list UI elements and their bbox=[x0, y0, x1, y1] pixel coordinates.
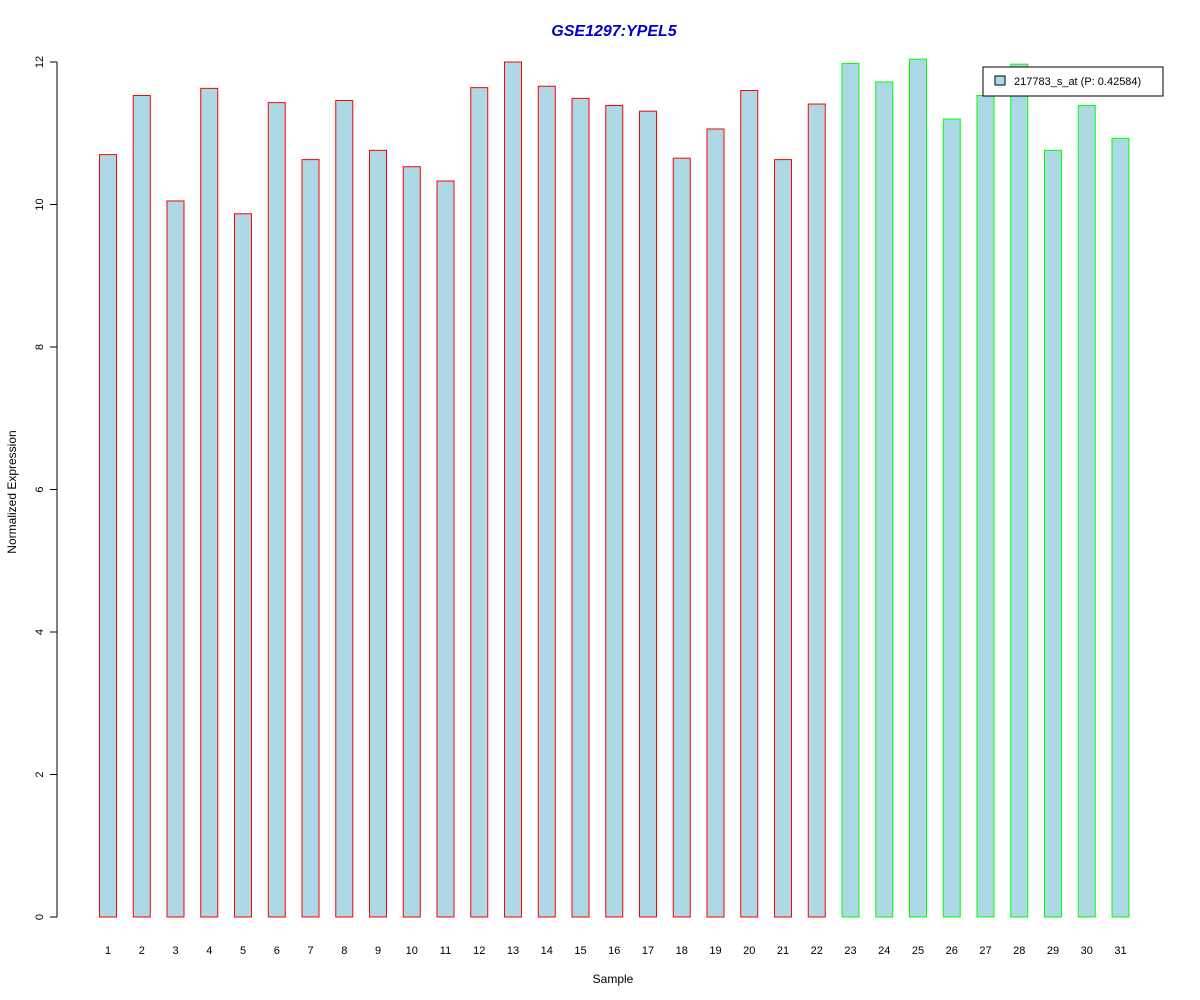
bar-sample-8 bbox=[335, 99, 354, 918]
x-tick-label: 24 bbox=[878, 945, 890, 957]
x-tick-label: 18 bbox=[676, 945, 688, 957]
legend-swatch bbox=[994, 75, 1006, 86]
bar-sample-10 bbox=[402, 166, 421, 918]
x-tick-label: 13 bbox=[507, 945, 519, 957]
bar-sample-16 bbox=[605, 104, 624, 918]
bar-sample-12 bbox=[470, 87, 489, 918]
bar-sample-4 bbox=[200, 87, 219, 918]
x-tick-label: 16 bbox=[608, 945, 620, 957]
bar-sample-23 bbox=[841, 62, 860, 918]
x-tick-label: 9 bbox=[375, 945, 381, 957]
bar-sample-30 bbox=[1077, 104, 1096, 918]
bar-sample-22 bbox=[807, 103, 826, 918]
bar-sample-15 bbox=[571, 97, 590, 918]
bar-sample-11 bbox=[436, 180, 455, 918]
bar-sample-27 bbox=[976, 94, 995, 918]
bar-sample-25 bbox=[909, 58, 927, 918]
x-tick-label: 8 bbox=[341, 945, 347, 957]
bar-sample-18 bbox=[672, 157, 691, 918]
y-tick-label: 0 bbox=[34, 914, 46, 920]
y-tick-label: 4 bbox=[34, 629, 46, 635]
bar-sample-6 bbox=[267, 102, 286, 918]
y-tick-label: 10 bbox=[34, 198, 46, 210]
x-tick-label: 4 bbox=[206, 945, 212, 957]
x-tick-label: 5 bbox=[240, 945, 246, 957]
x-tick-label: 19 bbox=[709, 945, 721, 957]
y-tick-label: 6 bbox=[34, 486, 46, 492]
legend: 217783_s_at (P: 0.42584) bbox=[982, 66, 1164, 97]
x-axis-title: Sample bbox=[593, 972, 634, 986]
x-tick-label: 1 bbox=[105, 945, 111, 957]
x-tick-label: 20 bbox=[743, 945, 755, 957]
x-tick-label: 12 bbox=[473, 945, 485, 957]
y-tick-label: 2 bbox=[34, 771, 46, 777]
y-tick-label: 12 bbox=[34, 56, 46, 68]
x-tick-label: 11 bbox=[440, 945, 451, 957]
bar-sample-24 bbox=[875, 81, 894, 918]
bar-sample-9 bbox=[369, 149, 387, 918]
x-tick-label: 31 bbox=[1114, 945, 1126, 957]
x-tick-label: 14 bbox=[541, 945, 553, 957]
bar-sample-19 bbox=[706, 128, 725, 918]
x-tick-label: 3 bbox=[172, 945, 178, 957]
x-tick-label: 17 bbox=[642, 945, 654, 957]
x-tick-label: 30 bbox=[1081, 945, 1093, 957]
y-tick-label: 8 bbox=[34, 344, 46, 350]
y-axis-title: Normalized Expression bbox=[5, 430, 19, 553]
bar-sample-7 bbox=[301, 159, 320, 918]
x-tick-label: 7 bbox=[307, 945, 313, 957]
bar-sample-5 bbox=[234, 213, 252, 918]
bar-sample-26 bbox=[942, 118, 961, 918]
x-tick-label: 21 bbox=[777, 945, 789, 957]
x-tick-label: 22 bbox=[811, 945, 823, 957]
legend-box bbox=[982, 66, 1164, 97]
bar-sample-28 bbox=[1010, 63, 1029, 918]
bar-sample-21 bbox=[774, 159, 792, 918]
x-tick-label: 15 bbox=[574, 945, 586, 957]
x-tick-labels: 1 2 3 4 5 6 7 8 9 10 11 12 13 14 15 16 17 18 19 20 21 22 23 24 2… bbox=[105, 945, 1127, 957]
x-tick-label: 6 bbox=[274, 945, 280, 957]
x-tick-label: 28 bbox=[1013, 945, 1025, 957]
y-axis: 0 2 4 6 8 10 12 bbox=[34, 56, 58, 920]
x-tick-label: 26 bbox=[946, 945, 958, 957]
bar-sample-14 bbox=[537, 85, 556, 918]
legend-label: 217783_s_at (P: 0.42584) bbox=[1014, 76, 1141, 88]
bar-sample-2 bbox=[132, 94, 151, 918]
x-tick-label: 23 bbox=[844, 945, 856, 957]
bar-sample-20 bbox=[740, 90, 759, 918]
x-tick-label: 29 bbox=[1047, 945, 1059, 957]
bar-sample-13 bbox=[504, 61, 522, 918]
bar-sample-1 bbox=[99, 154, 117, 918]
x-tick-label: 27 bbox=[979, 945, 991, 957]
chart-title: GSE1297:YPEL5 bbox=[551, 23, 678, 40]
bars-group bbox=[99, 58, 1130, 918]
bar-sample-29 bbox=[1044, 149, 1062, 918]
bar-sample-17 bbox=[639, 110, 657, 918]
x-tick-label: 25 bbox=[912, 945, 924, 957]
x-tick-label: 10 bbox=[406, 945, 418, 957]
bar-sample-31 bbox=[1111, 137, 1130, 918]
x-tick-label: 2 bbox=[139, 945, 145, 957]
bar-sample-3 bbox=[166, 200, 185, 918]
